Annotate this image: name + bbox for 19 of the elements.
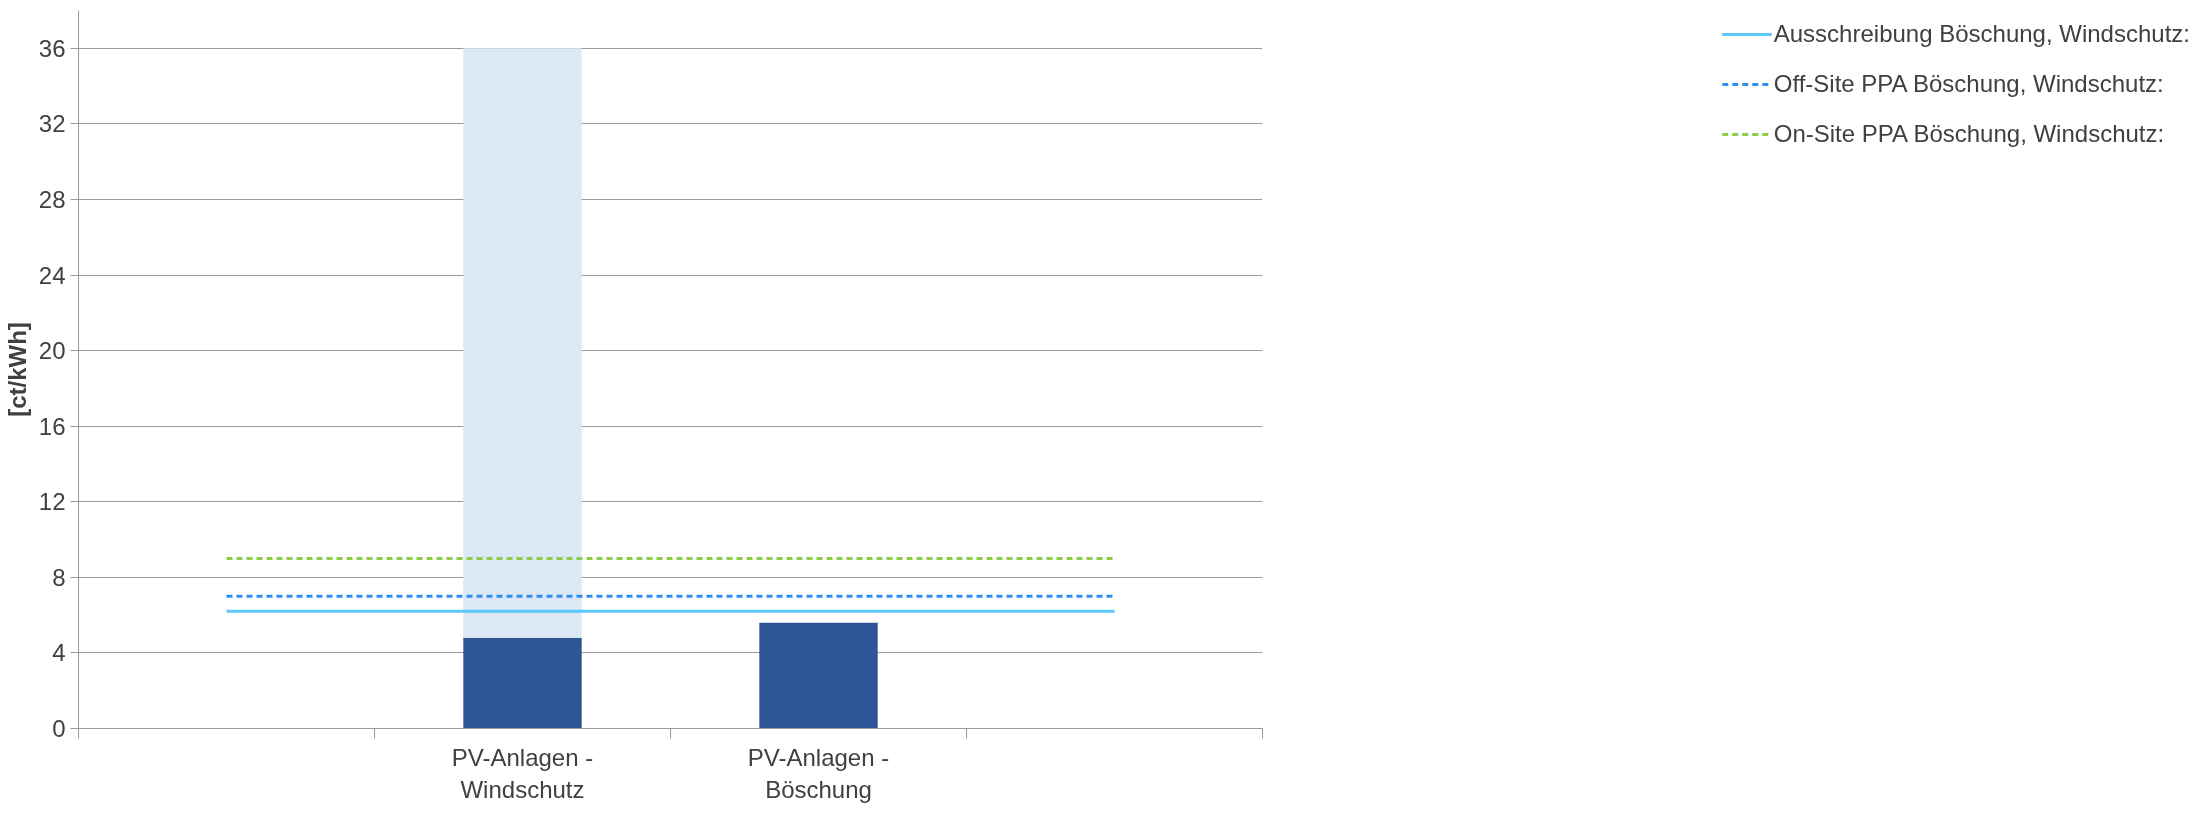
legend-label: Ausschreibung Böschung, Windschutz: xyxy=(1773,20,2190,48)
y-tick-label: 4 xyxy=(52,639,66,667)
bar xyxy=(463,637,582,729)
y-tick-label: 16 xyxy=(38,412,66,440)
legend-label: On-Site PPA Böschung, Windschutz: xyxy=(1773,120,2165,148)
y-tick-label: 32 xyxy=(38,110,66,138)
y-tick-label: 20 xyxy=(38,337,66,365)
y-tick-label: 12 xyxy=(38,488,66,516)
y-axis-title: [ct/kWh] xyxy=(3,322,31,417)
y-tick-label: 24 xyxy=(38,261,66,289)
bar xyxy=(759,622,878,729)
y-tick-label: 0 xyxy=(52,715,66,742)
bar xyxy=(463,48,582,638)
legend-label: Off-Site PPA Böschung, Windschutz: xyxy=(1773,70,2164,98)
x-tick-label: PV-Anlagen - Windschutz xyxy=(451,743,594,803)
y-tick-label: 36 xyxy=(38,34,66,62)
y-tick-label: 28 xyxy=(38,185,66,213)
y-tick-label: 8 xyxy=(52,563,66,591)
x-tick-label: PV-Anlagen - Böschung xyxy=(747,743,890,803)
